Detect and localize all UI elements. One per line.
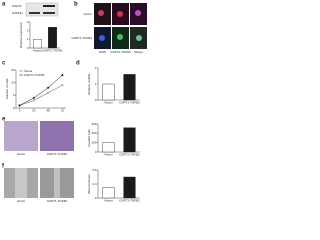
point: [32, 99, 35, 102]
x-tick-label: GSPT1-TGFB1: [119, 198, 140, 202]
point: [47, 91, 50, 94]
point: [61, 84, 64, 87]
bar: [123, 74, 136, 101]
panel-label: a: [2, 2, 6, 8]
column-label: GSPT1-TGFB1: [110, 50, 131, 54]
panel-label: d: [76, 61, 80, 67]
bar: [33, 39, 42, 49]
panel-label: c: [2, 61, 6, 67]
y-tick-label: 0: [13, 106, 15, 110]
micrograph: [4, 121, 38, 151]
page: a b c d e f GSPT1 GAPDH Vector GSPT1-TGF…: [2, 1, 147, 203]
blot-band: [43, 12, 55, 14]
bar: [102, 187, 115, 199]
x-tick-label: 48: [46, 108, 50, 112]
y-tick-label: 0: [27, 46, 29, 50]
blot-label: GAPDH: [12, 11, 23, 15]
image-label: GSPT1-TGFB1: [47, 152, 68, 156]
y-tick-label: 5: [13, 93, 15, 97]
y-tick-label: 2: [95, 66, 97, 70]
x-tick-label: GSPT1-TGFB1: [119, 100, 140, 104]
x-tick-label: 72: [61, 108, 65, 112]
cell: [135, 10, 141, 16]
blot-label: GSPT1: [12, 4, 22, 8]
y-tick-label: 2: [27, 28, 29, 32]
bar: [102, 142, 115, 153]
x-tick-label: GSPT1-TGFB1: [119, 152, 140, 156]
x-tick-label: Vector: [33, 48, 42, 52]
bar: [123, 176, 136, 199]
wound-gap: [15, 168, 27, 198]
y-axis-label: Wound closure: [87, 174, 91, 194]
fluorescence-grid: [94, 3, 147, 49]
y-axis-label: Invaded cells: [87, 129, 91, 147]
y-tick-label: 0: [95, 196, 97, 200]
bar: [123, 127, 136, 153]
x-tick-label: Vector: [104, 198, 113, 202]
bar: [102, 83, 115, 101]
y-tick-label: 100: [91, 140, 96, 144]
point: [32, 96, 35, 99]
y-tick-label: 15: [11, 68, 15, 72]
x-tick-label: Vector: [104, 100, 113, 104]
y-axis-label: Relative viability: [87, 73, 91, 95]
cell: [99, 35, 105, 41]
y-tick-label: 0.8: [92, 168, 97, 172]
x-tick-label: Vector: [104, 152, 113, 156]
y-axis-label: Number of cells: [5, 78, 9, 99]
row-label: Vector: [83, 12, 92, 16]
series-line: [19, 74, 63, 106]
y-tick-label: 10: [11, 80, 15, 84]
micrograph: [40, 121, 74, 151]
y-tick-label: 3: [27, 20, 29, 24]
y-tick-label: 0: [95, 98, 97, 102]
blot-band: [29, 12, 40, 14]
blot-band: [43, 5, 55, 7]
panel-label: b: [74, 2, 78, 8]
y-tick-label: 0.4: [92, 182, 97, 186]
image-label: Vector: [17, 152, 26, 156]
image-label: Vector: [17, 199, 26, 203]
cell: [136, 35, 142, 41]
column-label: DAPI: [99, 50, 106, 54]
series-line: [19, 84, 63, 106]
point: [61, 74, 64, 77]
y-tick-label: 1: [95, 82, 97, 86]
y-tick-label: 300: [91, 122, 96, 126]
x-tick-label: 0: [19, 108, 21, 112]
x-tick-label: 24: [32, 108, 36, 112]
legend-label: Vector: [24, 69, 33, 73]
cell: [117, 11, 123, 17]
image-label: GSPT1-TGFB1: [47, 199, 68, 203]
bar: [48, 27, 57, 49]
y-axis-label: Relative expression: [19, 22, 23, 49]
point: [18, 104, 21, 107]
figure: a b c d e f GSPT1 GAPDH Vector GSPT1-TGF…: [2, 2, 147, 203]
point: [47, 86, 50, 89]
blot-image: [25, 2, 59, 17]
cell: [98, 10, 104, 16]
wound-gap: [54, 168, 60, 198]
panel-label: e: [2, 117, 6, 123]
legend-label: GSPT1-TGFB1: [24, 73, 45, 77]
row-label: GSPT1-TGFB1: [71, 36, 92, 40]
panel-label: f: [2, 164, 5, 170]
y-tick-label: 0: [95, 150, 97, 154]
cell: [117, 34, 123, 40]
x-tick-label: GSPT1-TGFB1: [42, 48, 63, 52]
y-tick-label: 200: [91, 131, 96, 135]
y-tick-label: 1: [27, 37, 29, 41]
column-label: Merge: [134, 50, 143, 54]
